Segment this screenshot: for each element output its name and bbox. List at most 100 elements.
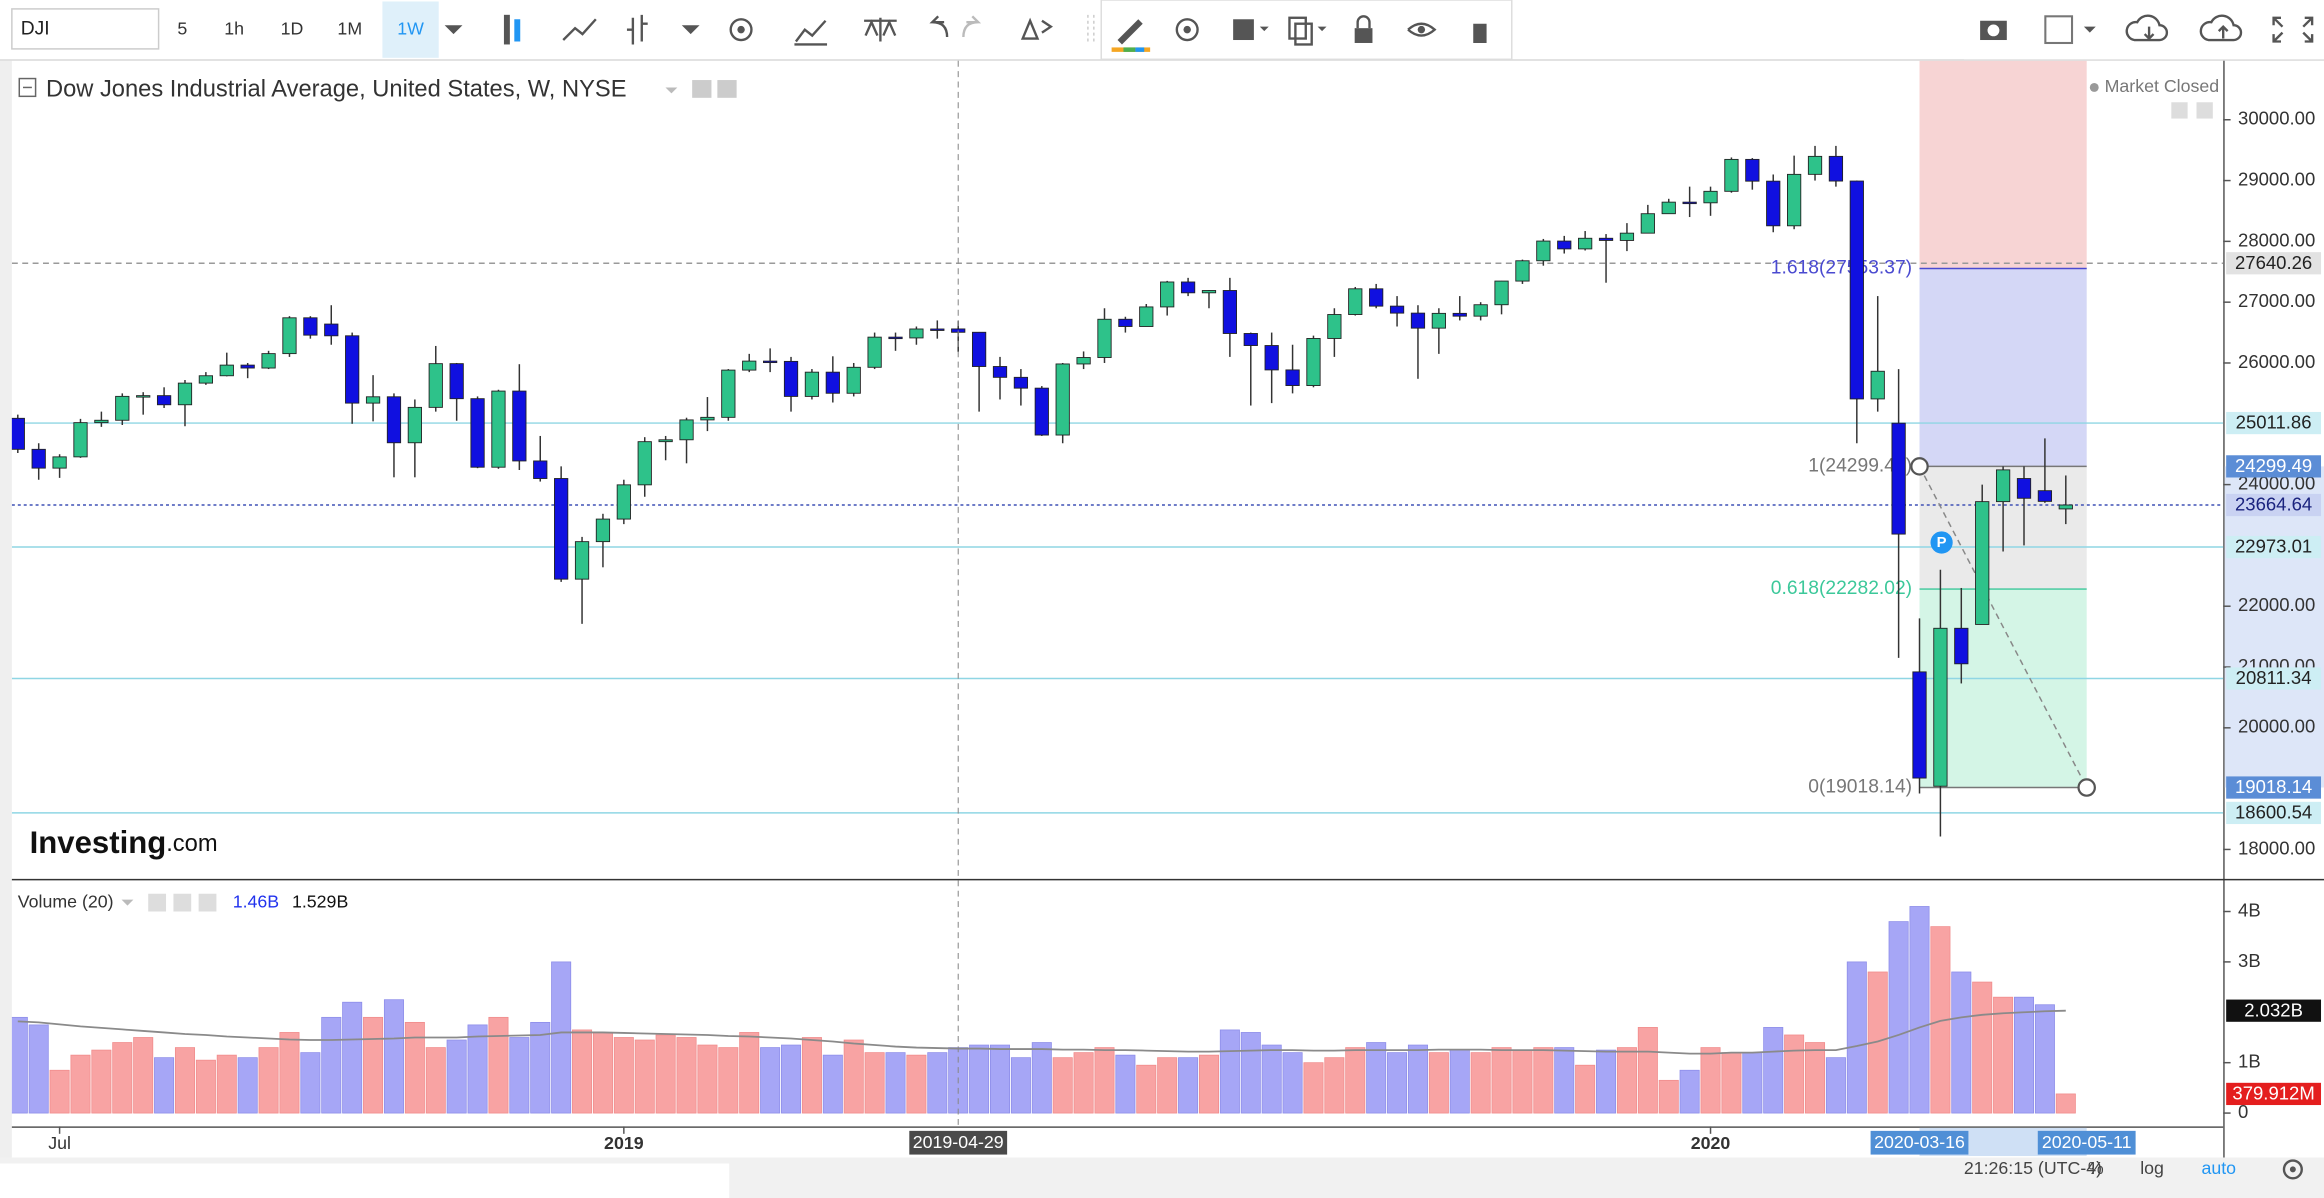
interval-button[interactable]: 5 [177,18,187,38]
price-line-label-box [2226,252,2322,275]
volume-bar [1846,961,1867,1114]
interval-button[interactable]: 1W [397,18,424,38]
volume-bar [1282,1052,1303,1114]
y-tick-label: 24000.00 [2238,472,2315,493]
volume-bar [1888,921,1909,1114]
candle-body [1870,370,1885,400]
volume-icons [148,893,217,912]
candle-body [1034,387,1049,436]
fib-handle[interactable] [2077,778,2096,797]
volume-bar [1575,1064,1596,1114]
volume-bar [404,1021,425,1114]
fib-label: 1.618(27553.37) [1771,258,1912,279]
candle-body [1745,158,1760,182]
status-left-box [0,1163,730,1198]
volume-bar [279,1032,300,1114]
symbol-box[interactable] [11,8,160,50]
volume-bar [1387,1052,1408,1114]
volume-dropdown[interactable] [121,899,134,906]
fib-label-part: ( [1819,455,1826,476]
interval-active-bg[interactable] [382,1,439,58]
volume-bar [864,1052,885,1114]
volume-bar [634,1039,655,1114]
candle-body [721,369,736,418]
candle-body [1598,237,1614,241]
date-marker-box [1870,1130,1969,1155]
alert-marker-label: P [1937,535,1947,551]
candle-body [1661,201,1676,215]
fib-handle[interactable] [1910,457,1929,476]
candle-body [1473,304,1488,317]
candle-body [282,317,297,355]
candle-body [345,335,360,404]
candle-body [1243,333,1258,346]
candle-body [94,419,109,424]
candle-body [303,317,318,336]
candle-body [219,364,234,377]
volume-bar [1658,1079,1679,1114]
status-dot [2089,82,2099,92]
candle-body [1306,338,1321,386]
candle-body [1494,280,1509,306]
interval-button[interactable]: 1M [337,18,362,38]
date-marker: 2019-04-29 [913,1132,1004,1152]
candle-body [1285,369,1300,386]
interval-button[interactable]: 1D [281,18,304,38]
candle-body [1076,357,1091,365]
volume-bar [530,1021,551,1114]
volume-bar [822,1054,843,1114]
volume-bar [49,1069,70,1114]
date-marker-box [2037,1130,2136,1155]
pane-buttons [2171,102,2213,119]
fib-axis-label-box [2226,776,2322,799]
candle-body [1557,240,1572,250]
candle-body [1766,180,1781,227]
volume-bar [1428,1052,1449,1114]
alert-marker[interactable] [1930,531,1953,554]
volume-bar [112,1042,133,1114]
date-marker-box [909,1130,1008,1155]
fib-zone [1919,60,2087,269]
volume-bar [1178,1057,1199,1114]
y-tick-label: 22000.00 [2238,594,2315,615]
interval-button[interactable]: 1h [224,18,244,38]
volume-bar [1031,1042,1052,1114]
price-line-label: 22973.01 [2235,536,2312,557]
volume-bar [801,1037,822,1114]
volume-bar [1324,1057,1345,1114]
scale-option[interactable]: auto [2201,1158,2236,1178]
candle-body [240,364,255,369]
fib-label-part: ) [1906,258,1912,279]
volume-bar [885,1052,906,1114]
title-dropdown[interactable] [665,87,678,94]
scale-option[interactable]: % [2088,1158,2104,1178]
interval-dropdown[interactable] [444,25,463,35]
y-tick-label: 18000.00 [2238,837,2315,858]
symbol[interactable]: DJI [21,19,50,40]
candle-body [1578,237,1593,250]
candle-body [1452,312,1467,317]
candle-body [533,460,548,479]
volume-bar [1867,971,1888,1114]
volume-bar [969,1044,990,1114]
volume-y-tick-label: 4B [2238,899,2261,920]
volume-bar [1825,1057,1846,1114]
y-tick-label: 20000.00 [2238,716,2315,737]
clock: 21:26:15 (UTC-4) [1964,1158,2102,1178]
fib-label-part: 0 [1808,777,1819,798]
candle-body [1995,469,2011,503]
volume-bar [760,1047,781,1114]
volume-bar [1616,1047,1637,1114]
candle-body [679,419,694,441]
candle-body [115,395,130,421]
fib-label-part: ) [1906,578,1912,599]
volume-bar [363,1016,384,1114]
volume-bar [1052,1057,1073,1114]
settings-icon[interactable] [2282,1159,2303,1180]
legend-icons [692,80,737,98]
volume-bar [781,1044,802,1114]
volume-bar [551,961,572,1114]
scale-option[interactable]: log [2140,1158,2164,1178]
fib-label-part: ( [1819,258,1826,279]
